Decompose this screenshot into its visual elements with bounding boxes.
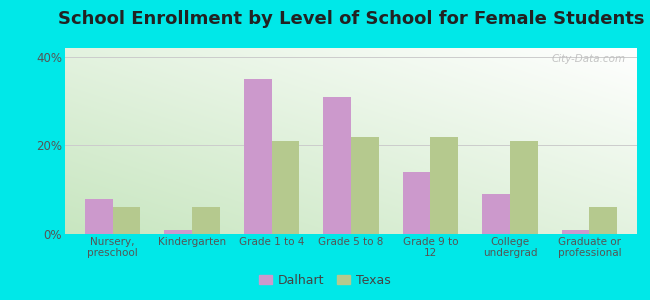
Bar	[112, 207, 140, 234]
Bar	[192, 207, 220, 234]
Bar	[430, 136, 458, 234]
Bar	[272, 141, 300, 234]
Bar	[164, 230, 192, 234]
Title: School Enrollment by Level of School for Female Students: School Enrollment by Level of School for…	[58, 10, 644, 28]
Bar	[85, 199, 112, 234]
Bar	[351, 136, 379, 234]
Bar	[590, 207, 617, 234]
Legend: Dalhart, Texas: Dalhart, Texas	[255, 270, 395, 291]
Bar	[244, 79, 272, 234]
Bar	[562, 230, 590, 234]
Text: City-Data.com: City-Data.com	[551, 54, 625, 64]
Bar	[510, 141, 538, 234]
Bar	[323, 97, 351, 234]
Bar	[402, 172, 430, 234]
Bar	[482, 194, 510, 234]
